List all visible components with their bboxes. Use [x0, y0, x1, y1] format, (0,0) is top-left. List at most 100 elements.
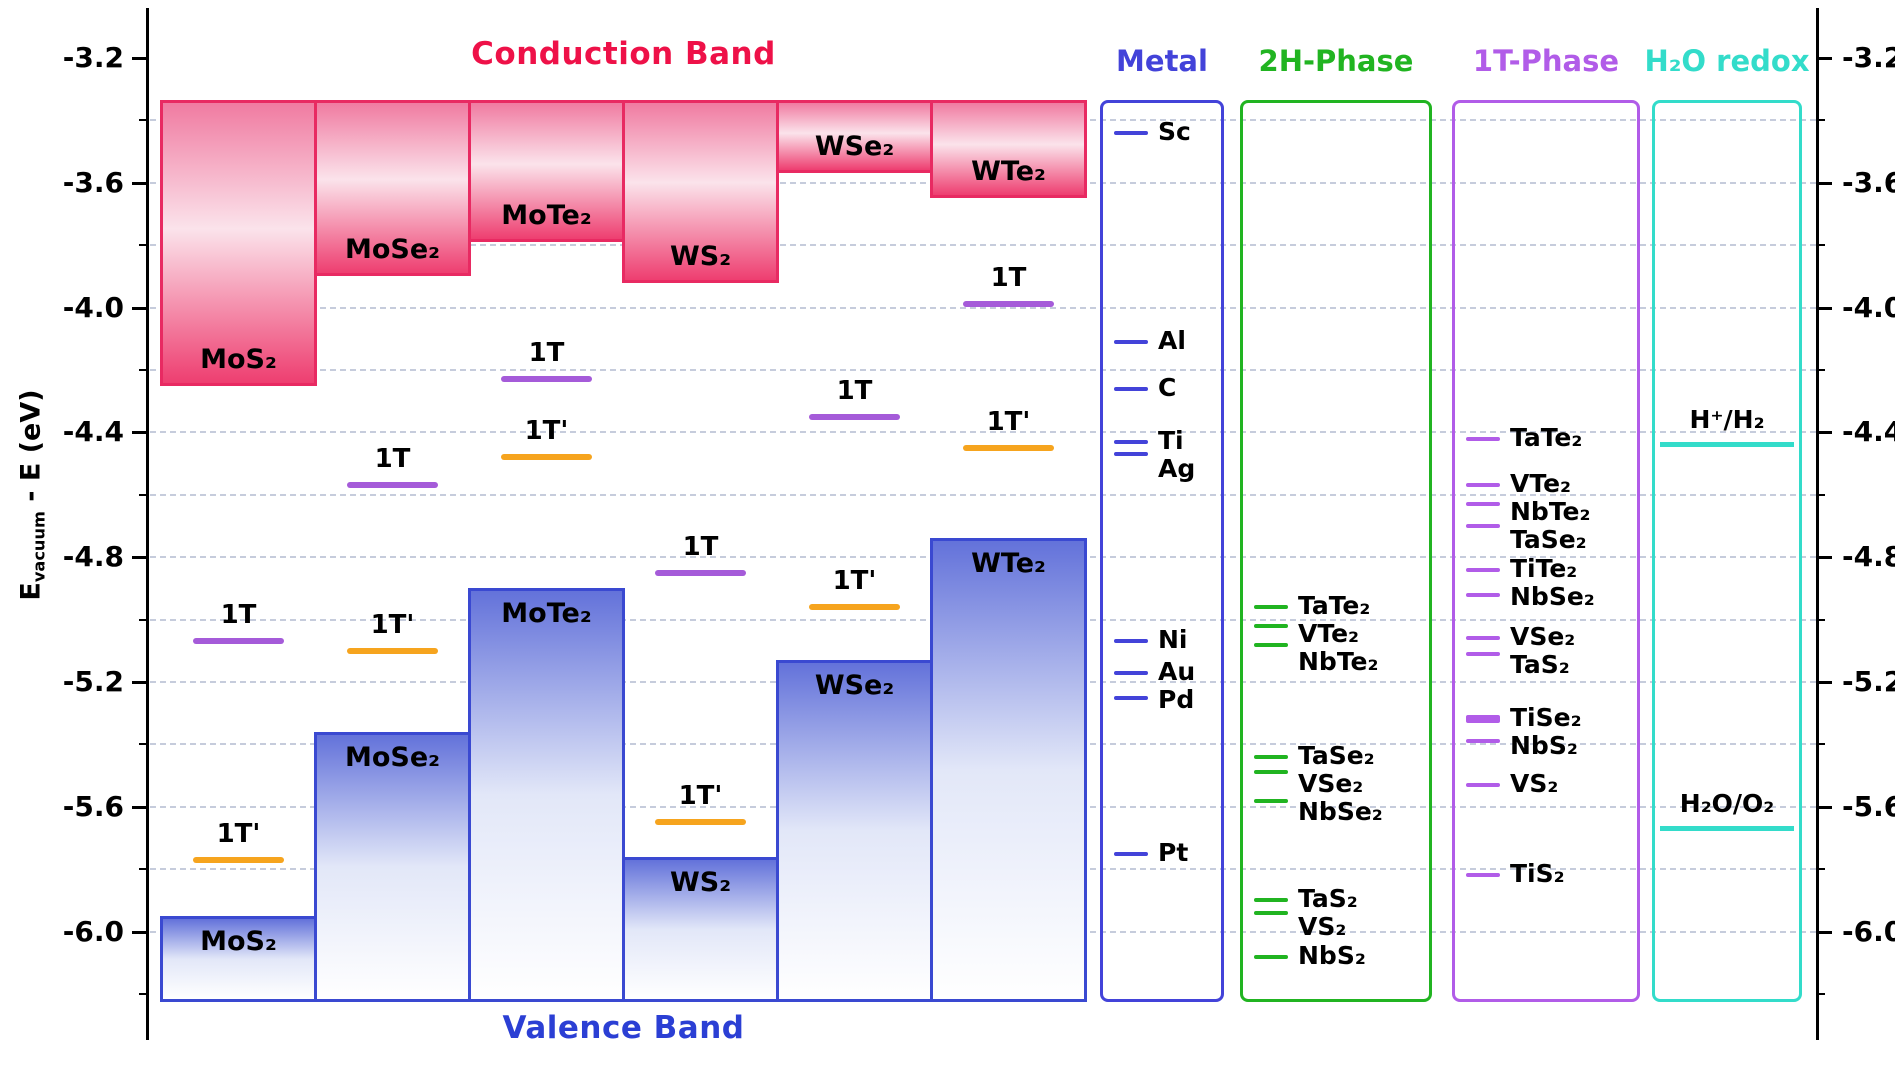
valence-box-label-wte: WTe₂: [971, 548, 1046, 579]
level-line-metal-al: [1114, 340, 1148, 344]
t1p-label-wse: 1T': [832, 566, 877, 596]
level-line-metal-ni: [1114, 639, 1148, 643]
t1p-label-wte: 1T': [986, 407, 1031, 437]
level-label-1tphase-nbs: NbS₂: [1510, 731, 1578, 760]
valence-box-label-mose: MoSe₂: [344, 742, 440, 773]
valence-box-mos: [160, 916, 317, 1002]
t1-level-mose: [347, 482, 438, 488]
t1-level-mote: [501, 376, 592, 382]
conduction-box-mos: [160, 100, 317, 386]
tick-major-left: [132, 182, 148, 185]
valence-band-title: Valence Band: [502, 1010, 745, 1046]
level-label-1tphase-tise: TiSe₂: [1510, 703, 1582, 732]
level-line-horedox-hh: [1660, 442, 1794, 447]
gridline: [150, 307, 1816, 309]
level-line-1tphase-nbte: [1466, 502, 1500, 506]
tick-label-right: -3.2: [1842, 41, 1895, 74]
level-label-2hphase-tase: TaSe₂: [1298, 741, 1375, 770]
tick-minor-right: [1816, 743, 1825, 745]
tick-major-right: [1816, 57, 1832, 60]
tick-minor-left: [139, 868, 148, 870]
level-label-1tphase-tase: TaSe₂: [1510, 525, 1587, 554]
conduction-box-label-wte: WTe₂: [971, 156, 1046, 187]
valence-box-wte: [930, 538, 1087, 1002]
t1p-level-wte: [963, 445, 1054, 451]
tick-minor-left: [139, 119, 148, 121]
valence-box-wse: [776, 660, 933, 1002]
panel-box-2hphase: [1240, 100, 1432, 1002]
valence-box-label-mote: MoTe₂: [501, 598, 592, 629]
level-line-2hphase-nbs: [1254, 955, 1288, 959]
level-label-2hphase-tas: TaS₂: [1298, 884, 1358, 913]
t1p-level-wse: [809, 604, 900, 610]
t1p-label-mote: 1T': [524, 416, 569, 446]
tick-label-right: -5.6: [1842, 790, 1895, 823]
level-label-metal-sc: Sc: [1158, 117, 1191, 146]
level-line-1tphase-tase: [1466, 524, 1500, 528]
t1-label-mos: 1T: [220, 600, 257, 630]
conduction-box-label-mos: MoS₂: [200, 344, 277, 375]
level-line-metal-ag: [1114, 452, 1148, 456]
t1p-level-mose: [347, 648, 438, 654]
level-label-1tphase-nbte: NbTe₂: [1510, 497, 1591, 526]
level-line-1tphase-tise: [1466, 715, 1500, 723]
level-line-2hphase-tate: [1254, 605, 1288, 609]
t1p-label-mose: 1T': [370, 610, 415, 640]
level-line-1tphase-vte: [1466, 483, 1500, 487]
level-label-1tphase-vte: VTe₂: [1510, 469, 1571, 498]
level-line-1tphase-tas: [1466, 652, 1500, 656]
conduction-box-label-mose: MoSe₂: [344, 234, 440, 265]
tick-label-left: -5.6: [62, 790, 124, 823]
t1-level-ws: [655, 570, 746, 576]
level-label-2hphase-vse: VSe₂: [1298, 769, 1364, 798]
level-line-metal-sc: [1114, 131, 1148, 135]
tick-major-right: [1816, 681, 1832, 684]
panel-box-horedox: [1652, 100, 1802, 1002]
panel-title-2hphase: 2H-Phase: [1258, 44, 1414, 78]
conduction-box-wte: [930, 100, 1087, 198]
gridline: [150, 494, 1816, 496]
level-line-2hphase-nbse: [1254, 799, 1288, 803]
level-label-2hphase-nbte: NbTe₂: [1298, 647, 1379, 676]
tick-label-right: -4.4: [1842, 415, 1895, 448]
t1p-level-mote: [501, 454, 592, 460]
level-label-1tphase-nbse: NbSe₂: [1510, 582, 1595, 611]
tick-major-right: [1816, 806, 1832, 809]
level-label-metal-au: Au: [1158, 657, 1196, 686]
tick-minor-left: [139, 743, 148, 745]
tick-label-right: -4.0: [1842, 291, 1895, 324]
t1-level-wte: [963, 301, 1054, 307]
tick-label-left: -4.8: [62, 540, 124, 573]
conduction-box-mote: [468, 100, 625, 242]
y-axis-right: [1816, 8, 1819, 1040]
y-axis-left: [146, 8, 149, 1040]
panel-title-horedox: H₂O redox: [1644, 44, 1810, 78]
gridline: [150, 244, 1816, 246]
level-line-1tphase-vse: [1466, 636, 1500, 640]
level-label-metal-al: Al: [1158, 326, 1186, 355]
level-label-1tphase-tas: TaS₂: [1510, 650, 1570, 679]
t1-label-wte: 1T: [990, 263, 1027, 293]
tick-minor-right: [1816, 119, 1825, 121]
level-line-metal-c: [1114, 387, 1148, 391]
level-line-1tphase-tate: [1466, 437, 1500, 441]
panel-title-1tphase: 1T-Phase: [1472, 44, 1620, 78]
gridline: [150, 431, 1816, 433]
tick-label-left: -6.0: [62, 915, 124, 948]
t1p-level-mos: [193, 857, 284, 863]
valence-box-mote: [468, 588, 625, 1002]
level-line-horedox-hoo: [1660, 826, 1794, 831]
level-label-1tphase-tate: TaTe₂: [1510, 423, 1583, 452]
level-label-2hphase-vs: VS₂: [1298, 912, 1347, 941]
tick-label-left: -3.6: [62, 166, 124, 199]
t1-label-wse: 1T: [836, 376, 873, 406]
tick-major-left: [132, 431, 148, 434]
panel-box-1tphase: [1452, 100, 1640, 1002]
level-line-2hphase-vs: [1254, 911, 1288, 915]
tick-minor-right: [1816, 244, 1825, 246]
level-line-2hphase-tas: [1254, 898, 1288, 902]
level-label-2hphase-vte: VTe₂: [1298, 619, 1359, 648]
valence-box-ws: [622, 857, 779, 1002]
tick-minor-right: [1816, 868, 1825, 870]
